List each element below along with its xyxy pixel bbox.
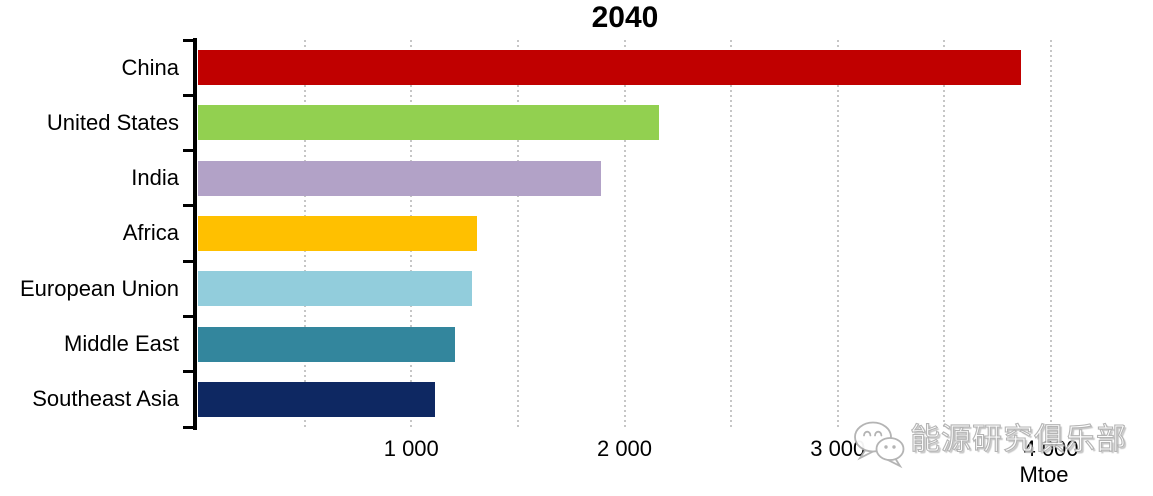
bar [198,216,478,251]
y-axis-tick [183,259,197,263]
category-label: India [131,165,179,191]
gridline [1050,40,1052,427]
bar [198,160,602,196]
category-label: European Union [19,275,179,301]
category-labels: China United States India Africa European Un… [0,40,184,427]
gridline [943,40,946,427]
bar [198,50,1022,86]
chart-title: 2040 [591,1,659,34]
y-axis-tick [183,314,197,318]
y-axis-tick [183,425,197,429]
x-axis-tick-label: 2 000 [596,436,653,461]
x-axis-tick-label: 1 000 [383,436,439,461]
y-axis-tick [183,149,197,153]
category-label: China [121,54,179,80]
category-label: Southeast Asia [32,386,179,412]
category-label: Africa [122,220,179,246]
bar [198,105,659,141]
gridline [836,40,839,427]
gridline [516,40,519,427]
bar [198,381,435,417]
y-axis-tick [183,370,197,374]
y-axis-line [193,38,197,430]
y-axis-tick [183,38,197,42]
gridline [730,40,733,427]
category-label: United States [46,109,179,135]
bar [198,326,455,362]
gridline [623,40,626,427]
bar [198,271,473,307]
x-axis-tick-label: 4 000 [1023,436,1079,461]
axis-unit-label: Mtoe [1019,462,1069,487]
plot-area [198,40,1052,427]
x-axis-tick-label: 3 000 [810,436,866,461]
category-label: Middle East [64,331,179,357]
y-axis-tick [183,204,197,208]
y-axis-tick [183,93,197,97]
